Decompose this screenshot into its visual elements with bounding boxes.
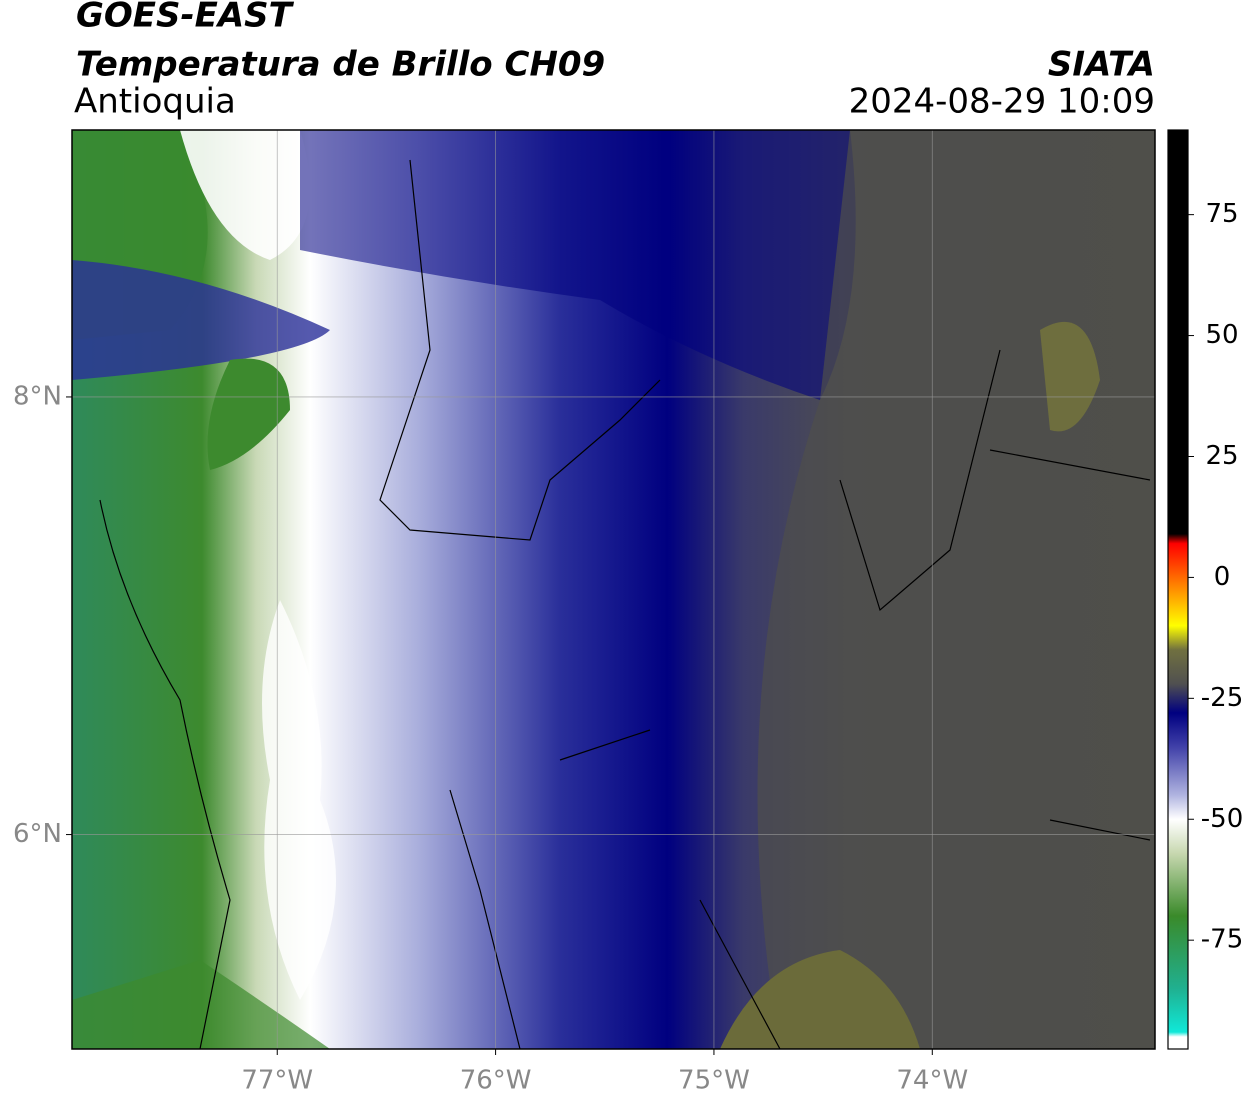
colorbar-label: 75 (1205, 199, 1238, 229)
x-tick-label: 77°W (241, 1066, 313, 1096)
x-tick-label: 74°W (896, 1066, 968, 1096)
x-tick-label: 75°W (678, 1066, 750, 1096)
satellite-image (72, 130, 1155, 1049)
y-tick-label: 8°N (13, 381, 62, 411)
colorbar-label: -25 (1201, 683, 1243, 713)
colorbar-label: 0 (1214, 562, 1231, 592)
colorbar-label: 25 (1205, 441, 1238, 471)
x-tick-label: 76°W (460, 1066, 532, 1096)
region: Antioquia (74, 82, 236, 122)
colorbar-label: -75 (1201, 925, 1243, 955)
subtitle: Temperatura de Brillo CH09 (76, 45, 605, 85)
y-tick-label: 6°N (13, 819, 62, 849)
colorbar-label: -50 (1201, 804, 1243, 834)
colorbar-label: 50 (1205, 320, 1238, 350)
colorbar (1167, 129, 1189, 1050)
source: SIATA (1048, 45, 1155, 85)
map-frame (71, 129, 1156, 1050)
datetime: 2024-08-29 10:09 (849, 82, 1155, 122)
title: GOES-EAST (76, 0, 295, 36)
